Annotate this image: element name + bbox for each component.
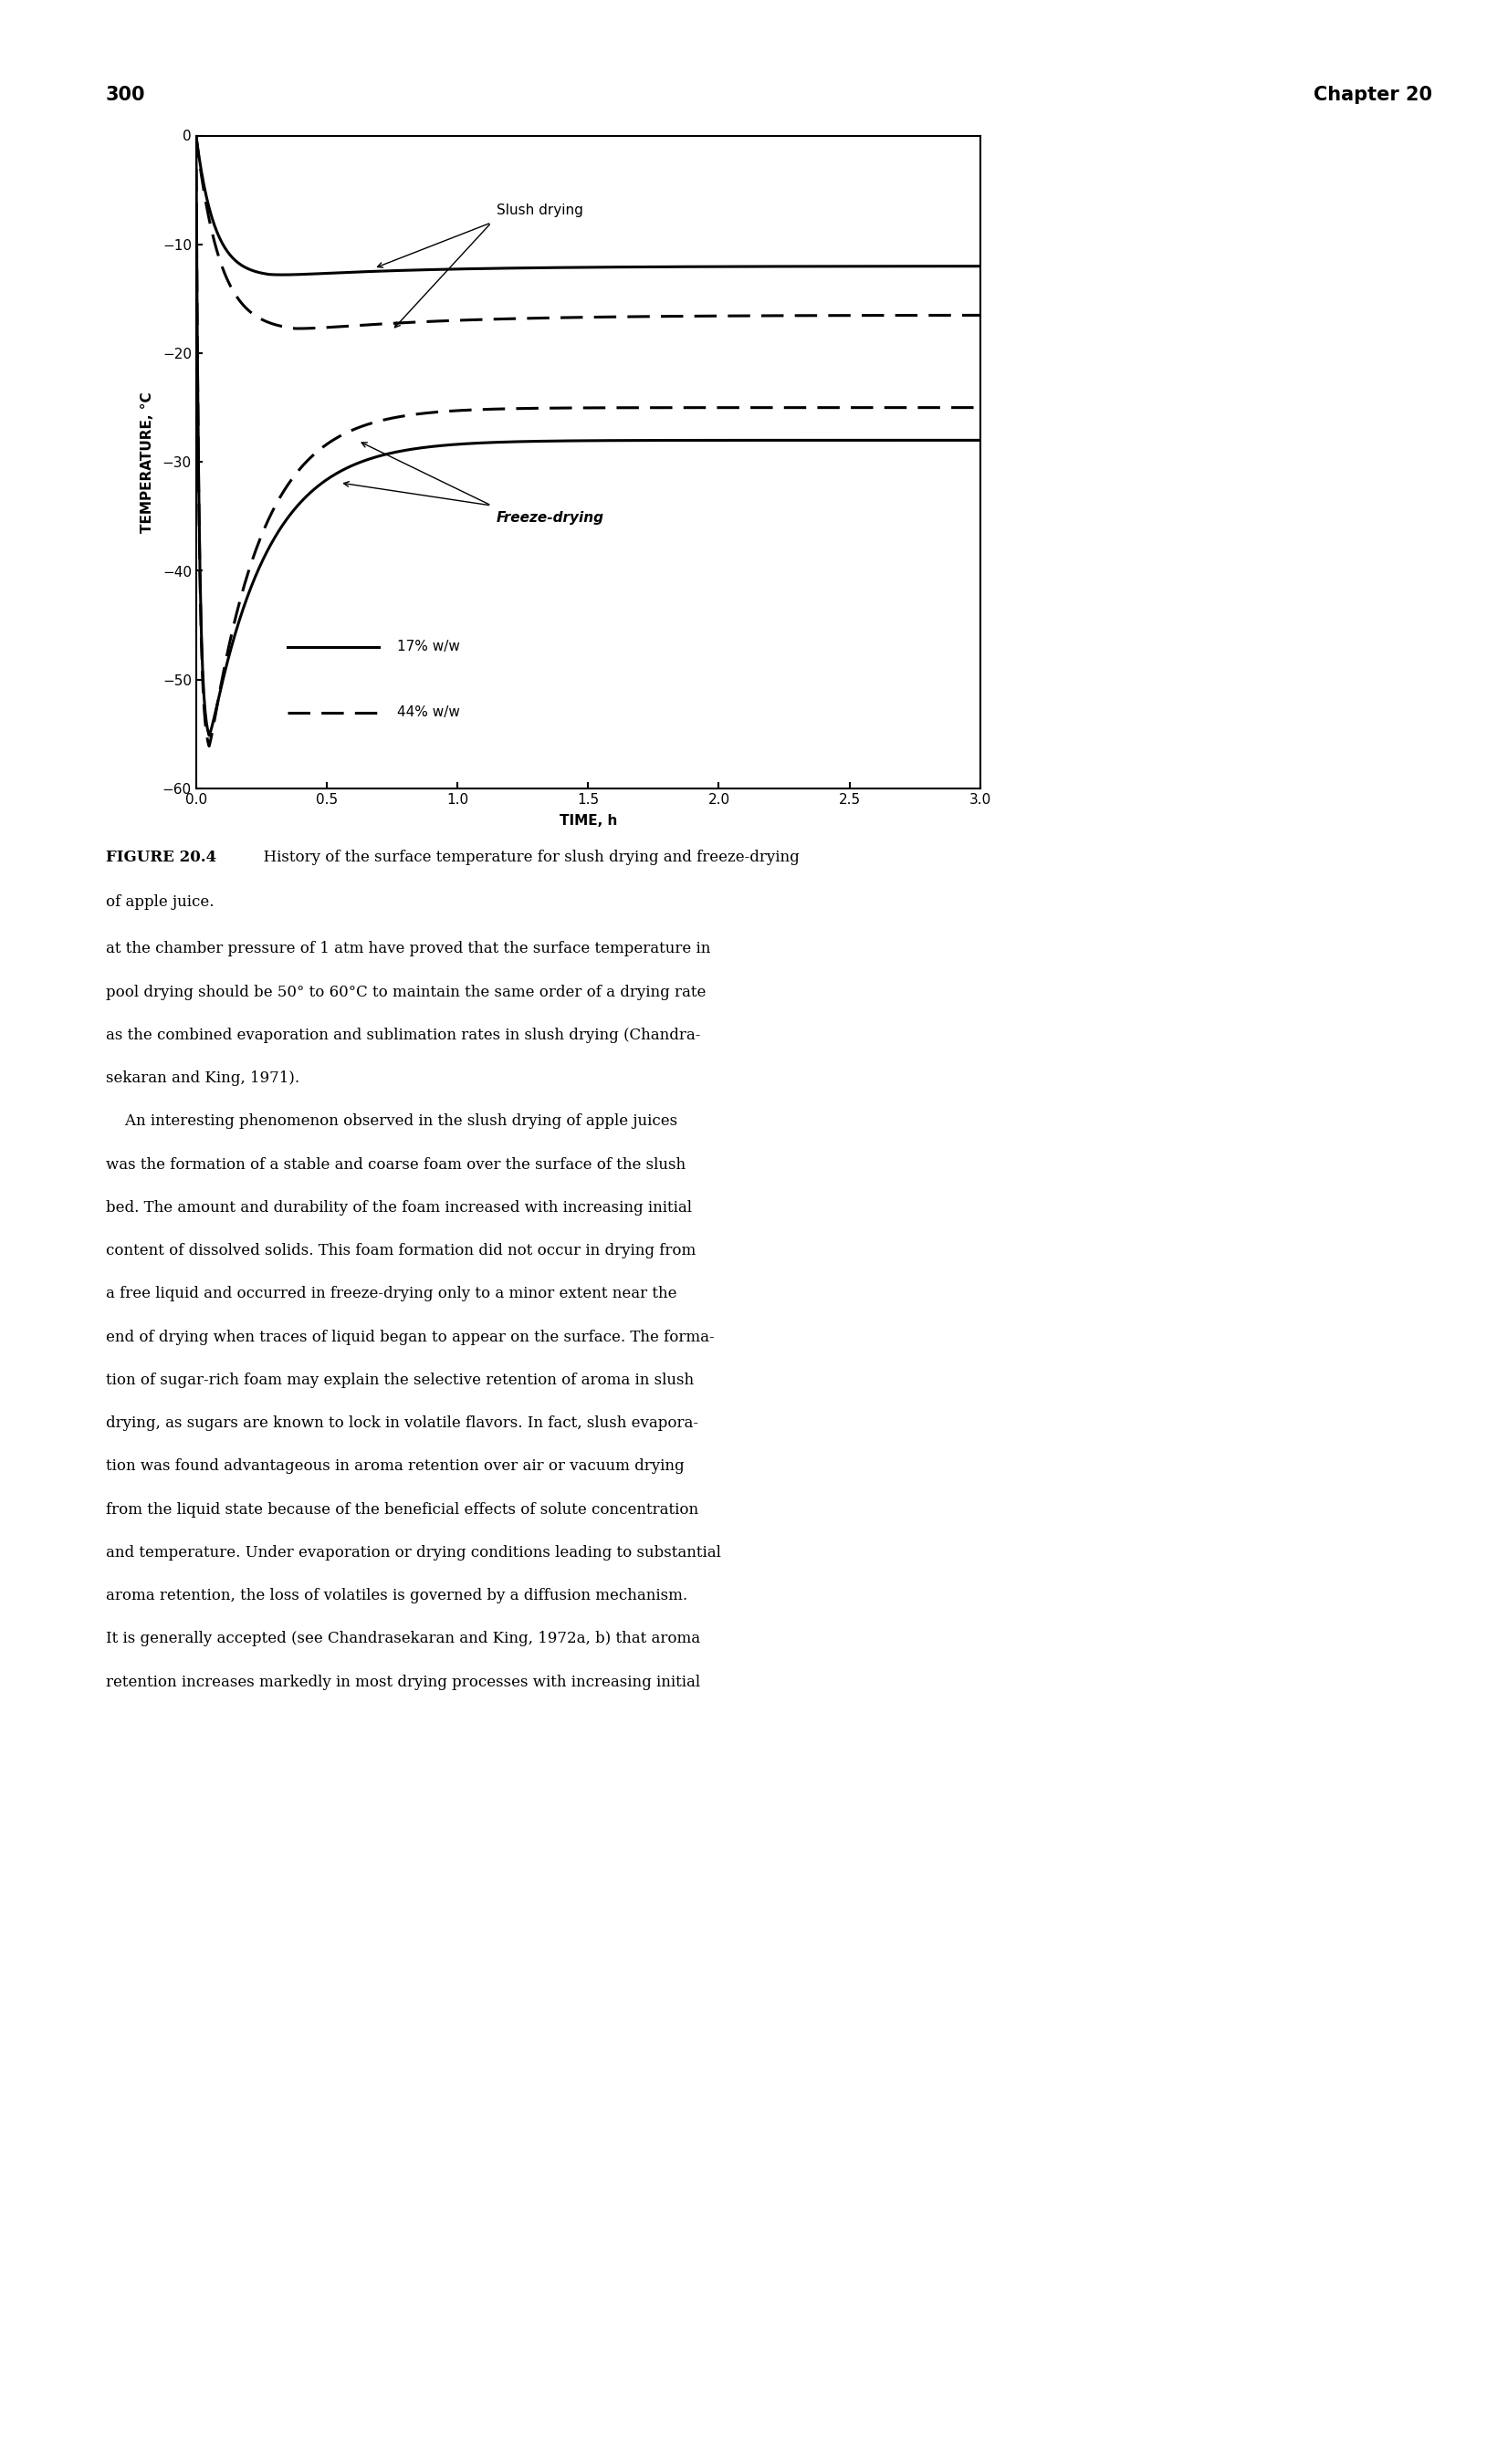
Text: An interesting phenomenon observed in the slush drying of apple juices: An interesting phenomenon observed in th…: [106, 1114, 677, 1129]
Y-axis label: TEMPERATURE, °C: TEMPERATURE, °C: [140, 392, 155, 532]
Text: pool drying should be 50° to 60°C to maintain the same order of a drying rate: pool drying should be 50° to 60°C to mai…: [106, 983, 706, 1000]
Text: 17% w/w: 17% w/w: [397, 641, 460, 653]
Text: tion was found advantageous in aroma retention over air or vacuum drying: tion was found advantageous in aroma ret…: [106, 1459, 685, 1473]
X-axis label: TIME, h: TIME, h: [559, 813, 617, 828]
Text: bed. The amount and durability of the foam increased with increasing initial: bed. The amount and durability of the fo…: [106, 1200, 692, 1215]
Text: was the formation of a stable and coarse foam over the surface of the slush: was the formation of a stable and coarse…: [106, 1158, 685, 1173]
Text: Chapter 20: Chapter 20: [1313, 86, 1433, 103]
Text: as the combined evaporation and sublimation rates in slush drying (Chandra-: as the combined evaporation and sublimat…: [106, 1027, 700, 1042]
Text: FIGURE 20.4: FIGURE 20.4: [106, 850, 216, 865]
Text: retention increases markedly in most drying processes with increasing initial: retention increases markedly in most dry…: [106, 1676, 700, 1690]
Text: Freeze-drying: Freeze-drying: [496, 510, 605, 525]
Text: from the liquid state because of the beneficial effects of solute concentration: from the liquid state because of the ben…: [106, 1503, 698, 1518]
Text: drying, as sugars are known to lock in volatile flavors. In fact, slush evapora-: drying, as sugars are known to lock in v…: [106, 1414, 698, 1432]
Text: tion of sugar-rich foam may explain the selective retention of aroma in slush: tion of sugar-rich foam may explain the …: [106, 1372, 694, 1387]
Text: of apple juice.: of apple juice.: [106, 894, 214, 909]
Text: 300: 300: [106, 86, 145, 103]
Text: Slush drying: Slush drying: [496, 205, 584, 217]
Text: end of drying when traces of liquid began to appear on the surface. The forma-: end of drying when traces of liquid bega…: [106, 1331, 715, 1345]
Text: It is generally accepted (see Chandrasekaran and King, 1972a, b) that aroma: It is generally accepted (see Chandrasek…: [106, 1631, 700, 1646]
Text: and temperature. Under evaporation or drying conditions leading to substantial: and temperature. Under evaporation or dr…: [106, 1545, 721, 1560]
Text: sekaran and King, 1971).: sekaran and King, 1971).: [106, 1072, 299, 1087]
Text: a free liquid and occurred in freeze-drying only to a minor extent near the: a free liquid and occurred in freeze-dry…: [106, 1286, 677, 1301]
Text: History of the surface temperature for slush drying and freeze-drying: History of the surface temperature for s…: [253, 850, 799, 865]
Text: aroma retention, the loss of volatiles is governed by a diffusion mechanism.: aroma retention, the loss of volatiles i…: [106, 1589, 688, 1604]
Text: content of dissolved solids. This foam formation did not occur in drying from: content of dissolved solids. This foam f…: [106, 1244, 695, 1259]
Text: at the chamber pressure of 1 atm have proved that the surface temperature in: at the chamber pressure of 1 atm have pr…: [106, 941, 710, 956]
Text: 44% w/w: 44% w/w: [397, 705, 460, 719]
